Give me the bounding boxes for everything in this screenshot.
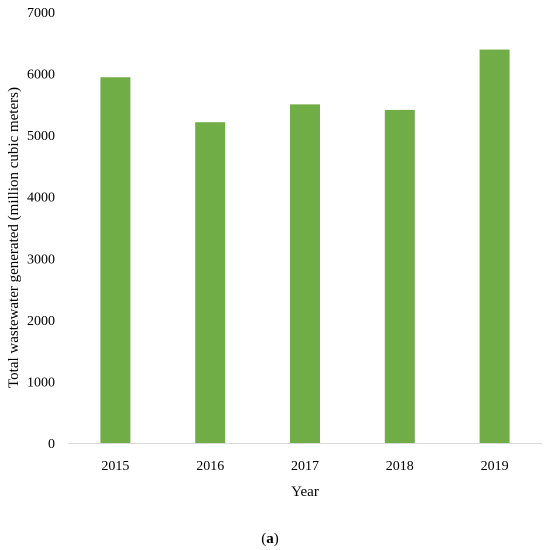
y-tick-label: 0 [48,437,55,452]
y-tick-label: 7000 [27,6,55,21]
x-tick-label: 2018 [386,459,414,474]
y-axis-title: Total wastewater generated (million cubi… [6,87,22,388]
y-axis-ticks: 0 1000 2000 3000 4000 5000 6000 7000 [27,6,55,452]
y-tick-label: 6000 [27,68,55,83]
bars [100,49,510,444]
figure-caption: (a) [261,531,279,547]
x-tick-label: 2015 [101,459,129,474]
x-tick-label: 2017 [291,459,319,474]
x-axis-ticks: 2015 2016 2017 2018 2019 [101,459,508,474]
bar [195,122,226,443]
y-tick-label: 3000 [27,252,55,267]
caption-letter: a [266,531,274,547]
x-axis-title: Year [291,484,319,500]
caption-close-paren: ) [274,531,279,547]
caption-open-paren: ( [261,531,266,547]
bar [479,49,510,444]
y-tick-label: 1000 [27,375,55,390]
y-tick-label: 2000 [27,314,55,329]
bar [290,104,320,443]
bar [100,77,131,443]
y-tick-label: 4000 [27,191,55,206]
bar [384,109,415,444]
x-tick-label: 2019 [481,459,509,474]
x-tick-label: 2016 [196,459,224,474]
y-tick-label: 5000 [27,129,55,144]
